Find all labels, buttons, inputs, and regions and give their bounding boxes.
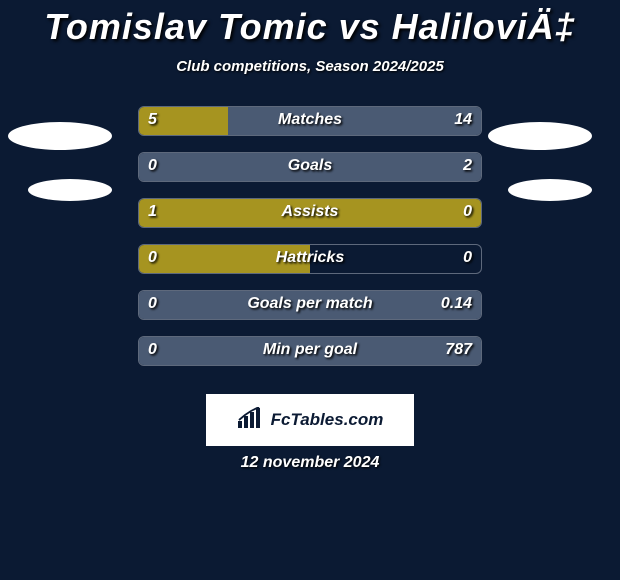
bar-right	[139, 291, 481, 319]
stat-row: Assists10	[0, 198, 620, 244]
bar-track	[138, 152, 482, 182]
stat-value-right: 0.14	[441, 290, 472, 318]
stat-row: Goals per match00.14	[0, 290, 620, 336]
stat-value-right: 787	[445, 336, 472, 364]
logo-box: FcTables.com	[206, 394, 414, 446]
date-label: 12 november 2024	[0, 454, 620, 472]
bar-track	[138, 198, 482, 228]
page-title: Tomislav Tomic vs HaliloviÄ‡	[0, 0, 620, 48]
stat-row: Hattricks00	[0, 244, 620, 290]
stat-value-right: 0	[463, 198, 472, 226]
subtitle: Club competitions, Season 2024/2025	[0, 58, 620, 75]
stat-value-left: 1	[148, 198, 157, 226]
bar-track	[138, 336, 482, 366]
bar-right	[139, 337, 481, 365]
bar-track	[138, 244, 482, 274]
stat-row: Matches514	[0, 106, 620, 152]
bar-left	[139, 199, 481, 227]
logo-text: FcTables.com	[271, 410, 384, 430]
comparison-infographic: Tomislav Tomic vs HaliloviÄ‡ Club compet…	[0, 0, 620, 580]
stat-value-left: 0	[148, 244, 157, 272]
bar-left	[139, 245, 310, 273]
bars-icon	[237, 407, 265, 434]
stat-value-left: 0	[148, 152, 157, 180]
stat-value-left: 5	[148, 106, 157, 134]
stat-value-left: 0	[148, 290, 157, 318]
bar-track	[138, 106, 482, 136]
stat-value-right: 14	[454, 106, 472, 134]
comparison-chart: Matches514Goals02Assists10Hattricks00Goa…	[0, 106, 620, 382]
stat-row: Goals02	[0, 152, 620, 198]
stat-row: Min per goal0787	[0, 336, 620, 382]
stat-value-right: 2	[463, 152, 472, 180]
bar-right	[228, 107, 481, 135]
bar-right	[139, 153, 481, 181]
bar-track	[138, 290, 482, 320]
stat-value-left: 0	[148, 336, 157, 364]
stat-value-right: 0	[463, 244, 472, 272]
